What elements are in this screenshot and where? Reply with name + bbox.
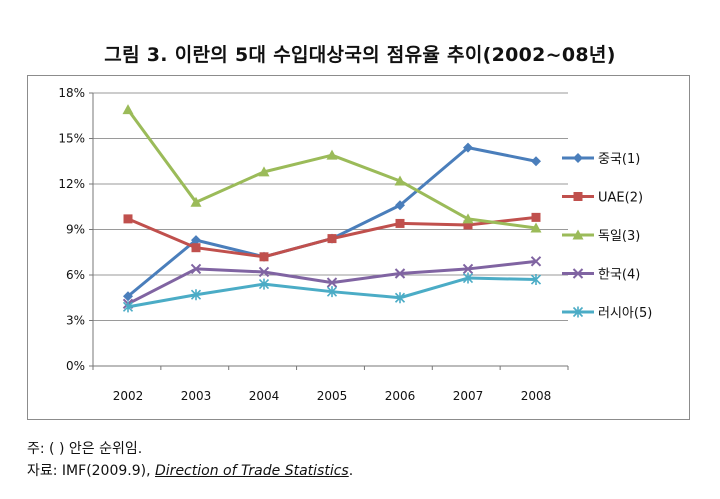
data-point	[191, 235, 201, 246]
legend-swatch-marker	[572, 229, 584, 240]
y-tick-label: 12%	[58, 177, 85, 191]
data-point	[530, 274, 542, 286]
y-tick-label: 6%	[66, 268, 85, 282]
data-point	[394, 175, 406, 186]
data-point	[327, 234, 337, 244]
data-point	[123, 214, 133, 224]
gridlines	[93, 92, 568, 321]
x-tick-label: 2006	[385, 389, 416, 403]
data-point	[258, 266, 270, 278]
legend-label: UAE(2)	[598, 191, 643, 206]
data-point	[463, 142, 473, 153]
data-point	[190, 263, 202, 275]
source-title: Direction of Trade Statistics	[155, 463, 349, 479]
y-tick-label: 3%	[66, 314, 85, 328]
x-tick-label: 2003	[181, 389, 212, 403]
y-tick-label: 9%	[66, 223, 85, 237]
legend: 중국(1) UAE(2) 독일(3) 한국(4) 러시아(5)	[562, 152, 652, 321]
legend-swatch-marker	[572, 268, 584, 279]
legend-swatch-marker	[572, 306, 584, 318]
data-point	[259, 252, 269, 262]
legend-swatch-marker	[573, 192, 583, 201]
x-tick-label: 2002	[113, 389, 144, 403]
data-point	[462, 272, 474, 284]
data-point	[258, 166, 270, 177]
data-point	[530, 256, 542, 267]
legend-label: 한국(4)	[598, 268, 640, 283]
data-point	[122, 104, 134, 115]
x-tick-label: 2007	[453, 389, 484, 403]
legend-item: 한국(4)	[562, 268, 640, 283]
y-tick-label: 15%	[58, 132, 85, 146]
data-point	[395, 218, 405, 228]
footnote: 주: ( ) 안은 순위임.	[27, 441, 143, 457]
legend-label: 독일(3)	[598, 229, 640, 244]
chart-frame	[27, 75, 690, 420]
legend-item: UAE(2)	[562, 191, 643, 206]
data-point	[462, 213, 474, 224]
data-point	[531, 156, 541, 167]
legend-label: 러시아(5)	[598, 306, 652, 321]
data-point	[530, 222, 542, 233]
data-point	[326, 277, 338, 288]
data-point	[326, 286, 338, 298]
y-tick-label: 18%	[58, 86, 85, 100]
data-point	[531, 212, 541, 222]
source-note: 자료: IMF(2009.9), Direction of Trade Stat…	[27, 460, 353, 480]
data-point	[462, 263, 474, 275]
data-point	[463, 220, 473, 230]
data-point	[394, 268, 406, 279]
x-axis-tick-labels: 2002 2003 2004 2005 2006 2007 2008	[113, 389, 552, 403]
chart-title: 그림 3. 이란의 5대 수입대상국의 점유율 추이(2002~08년)	[104, 44, 616, 66]
data-point	[326, 149, 338, 160]
source-prefix: 자료: IMF(2009.9),	[27, 463, 151, 479]
data-point	[258, 278, 270, 290]
series-lines	[122, 104, 542, 313]
data-point	[394, 292, 406, 304]
source-suffix: .	[348, 463, 354, 479]
series-2	[123, 212, 541, 262]
x-tick-label: 2004	[249, 389, 280, 403]
data-point	[190, 289, 202, 301]
data-point	[123, 291, 133, 302]
legend-item: 독일(3)	[562, 229, 640, 244]
data-point	[191, 243, 201, 253]
axes	[89, 92, 569, 370]
data-point	[122, 301, 134, 313]
legend-item: 러시아(5)	[562, 306, 652, 321]
x-tick-label: 2008	[521, 389, 552, 403]
series-3	[122, 104, 542, 233]
legend-swatch-marker	[573, 153, 583, 163]
legend-label: 중국(1)	[598, 152, 640, 167]
y-axis-tick-labels: 0% 3% 6% 9% 12% 15% 18%	[58, 86, 85, 373]
legend-item: 중국(1)	[562, 152, 640, 167]
y-tick-label: 0%	[66, 359, 85, 373]
series-5	[122, 272, 542, 313]
series-4	[122, 256, 542, 310]
data-point	[395, 200, 405, 211]
series-line	[126, 108, 537, 230]
x-tick-label: 2005	[317, 389, 348, 403]
data-point	[190, 196, 202, 207]
